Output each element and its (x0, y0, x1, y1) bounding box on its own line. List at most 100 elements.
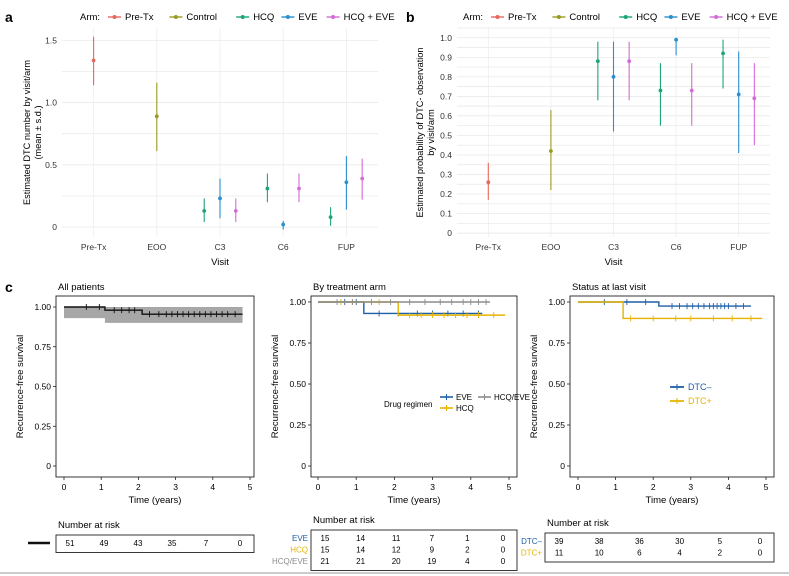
b-ytick-label: 0.2 (440, 189, 452, 199)
a-legend-label: Pre-Tx (125, 12, 154, 23)
b-point (689, 88, 694, 93)
a-point (154, 114, 159, 119)
c1-ytick-label: 0.25 (34, 421, 51, 431)
a-point (233, 208, 238, 213)
a-legend-title: Arm: (80, 12, 100, 23)
b-ytick-label: 0.6 (440, 111, 452, 121)
a-point (91, 58, 96, 63)
b-point (658, 88, 663, 93)
c2-risk-value: 14 (356, 546, 365, 555)
c1-plot-frame (55, 295, 255, 478)
c3-legend-label: DTC– (688, 382, 712, 392)
c3-ytick-label: 0.75 (548, 338, 565, 348)
c2-yaxis-title: Recurrence-free survival (270, 335, 281, 438)
c2-risk-value: 15 (321, 546, 330, 555)
c2-risk-value: 0 (501, 557, 506, 566)
c3-legend-label: DTC+ (688, 396, 712, 406)
c1-xtick-label: 1 (99, 482, 104, 492)
c1-ytick-label: 0.50 (34, 382, 51, 392)
c3-ytick-label: 1.00 (548, 297, 565, 307)
c3-risk-row-label: DTC– (521, 537, 542, 546)
panel-label-b: b (406, 9, 415, 25)
c2-xtick-label: 4 (468, 482, 473, 492)
c2-risk-value: 4 (465, 557, 470, 566)
panel-label-a: a (5, 9, 13, 25)
c1-risk-value: 43 (134, 539, 143, 548)
b-ytick-label: 0.1 (440, 209, 452, 219)
b-legend-label: Pre-Tx (508, 12, 537, 23)
a-xtick-label: FUP (338, 242, 355, 252)
c2-xtick-label: 5 (507, 482, 512, 492)
c2-risk-title: Number at risk (313, 515, 375, 526)
b-legend-title: Arm: (463, 12, 483, 23)
c1-ytick-label: 0 (46, 461, 51, 471)
b-point (627, 59, 632, 64)
panel-label-c: c (5, 279, 13, 295)
a-legend-label: EVE (298, 12, 317, 23)
c1-yaxis-title: Recurrence-free survival (15, 335, 26, 438)
c3-risk-value: 5 (718, 537, 723, 546)
c1-xtick-label: 2 (136, 482, 141, 492)
c3-yaxis-title: Recurrence-free survival (529, 335, 540, 438)
b-point (674, 37, 678, 42)
b-legend-label: EVE (681, 12, 700, 23)
c3-xtick-label: 1 (613, 482, 618, 492)
b-point (721, 51, 725, 56)
a-xtick-label: Pre-Tx (81, 242, 107, 252)
c2-risk-value: 0 (501, 546, 506, 555)
b-legend-swatch-dot (668, 15, 673, 19)
b-point (549, 149, 553, 153)
a-point (344, 180, 349, 185)
a-legend-swatch-dot (173, 15, 178, 19)
a-point (281, 222, 286, 227)
c2-risk-value: 9 (430, 546, 435, 555)
c2-km-curve (318, 301, 483, 315)
c2-risk-value: 21 (356, 557, 365, 566)
c1-risk-value: 7 (204, 539, 209, 548)
b-ytick-label: 0.7 (440, 91, 452, 101)
c2-risk-value: 19 (427, 557, 436, 566)
c3-risk-title: Number at risk (547, 518, 609, 529)
c3-xtick-label: 3 (688, 482, 693, 492)
c2-risk-value: 21 (321, 557, 330, 566)
c3-risk-value: 0 (758, 537, 763, 546)
a-legend-swatch-dot (112, 15, 117, 19)
b-point (752, 96, 757, 101)
c2-risk-value: 14 (356, 534, 365, 543)
c2-risk-table (310, 529, 518, 571)
b-legend-swatch-dot (714, 15, 719, 19)
c2-xtick-label: 0 (316, 482, 321, 492)
c3-ytick-label: 0.25 (548, 420, 565, 430)
c1-xtick-label: 3 (173, 482, 178, 492)
c2-xaxis-title: Time (years) (388, 495, 441, 506)
b-yaxis-title-line: Estimated probability of DTC- observatio… (415, 47, 425, 217)
c2-risk-value: 20 (392, 557, 401, 566)
c3-risk-table (544, 532, 775, 563)
b-xtick-label: C6 (671, 242, 682, 252)
c3-plot-frame (569, 295, 775, 478)
panel-a-chart: 0 0.5 1.0 1.5 Pre-Tx EOO C3 C6 FUP Visit Estimated… (22, 12, 395, 268)
c3-xtick-label: 4 (726, 482, 731, 492)
c2-risk-row-label: EVE (292, 534, 308, 543)
c3-risk-value: 10 (595, 549, 604, 558)
c2-risk-value: 15 (321, 534, 330, 543)
c3-risk-value: 30 (675, 537, 684, 546)
c2-ytick-label: 0.75 (289, 338, 306, 348)
c2-xtick-label: 1 (354, 482, 359, 492)
b-legend-swatch-dot (556, 15, 561, 19)
b-point (611, 74, 616, 79)
b-ytick-label: 0 (447, 228, 452, 238)
a-legend-swatch-dot (285, 15, 290, 19)
b-xtick-label: Pre-Tx (476, 242, 502, 252)
c1-risk-title: Number at risk (58, 520, 120, 531)
a-xtick-label: C3 (215, 242, 226, 252)
a-legend-swatch-dot (331, 15, 336, 19)
a-xtick-label: EOO (147, 242, 166, 252)
c2-risk-value: 7 (430, 534, 435, 543)
b-legend-label: Control (569, 12, 600, 23)
c2-risk-value: 0 (501, 534, 506, 543)
panel-c1-chart: All patients 0 0.25 0.50 0.75 1.00 0 1 2 3 4 5 Time … (15, 282, 255, 553)
c3-risk-value: 2 (718, 549, 723, 558)
